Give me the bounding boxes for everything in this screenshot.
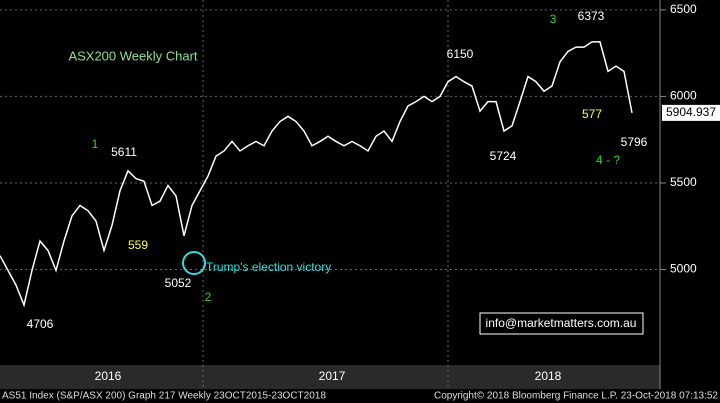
- price-line: [0, 41, 633, 308]
- footer-left: AS51 Index (S&P/ASX 200) Graph 217 Weekl…: [2, 391, 326, 402]
- annotation: 4 - ?: [596, 153, 620, 167]
- watermark-box: [479, 312, 644, 335]
- footer-right: Copyright© 2018 Bloomberg Finance L.P. 2…: [434, 391, 718, 402]
- annotation: 6150: [447, 47, 474, 61]
- annotation: 3: [550, 12, 557, 26]
- annotation: 5052: [165, 276, 192, 290]
- watermark: info@marketmatters.com.au: [486, 316, 637, 330]
- y-tick-label: 6500: [670, 2, 697, 16]
- annotation: 559: [128, 238, 148, 252]
- annotation: Trump's election victory: [206, 260, 331, 274]
- chart-title: ASX200 Weekly Chart: [68, 48, 197, 63]
- annotation: 577: [582, 107, 602, 121]
- x-tick-label: 2017: [319, 369, 346, 383]
- y-tick-label: 6000: [670, 89, 697, 103]
- last-price-box: [662, 104, 720, 121]
- annotation: 5796: [621, 135, 648, 149]
- annotation: 2: [205, 290, 212, 304]
- x-tick-label: 2016: [95, 369, 122, 383]
- annotation: 4706: [27, 317, 54, 331]
- annotation: 1: [92, 137, 99, 151]
- event-circle: [182, 251, 206, 275]
- x-tick-label: 2018: [535, 369, 562, 383]
- annotation: 5724: [490, 149, 517, 163]
- annotation: 6373: [578, 9, 605, 23]
- time-band: [0, 365, 660, 389]
- last-price-label: 5904.937: [666, 105, 716, 119]
- annotation: 5611: [111, 145, 137, 159]
- y-tick-label: 5500: [670, 175, 697, 189]
- y-tick-label: 5000: [670, 262, 697, 276]
